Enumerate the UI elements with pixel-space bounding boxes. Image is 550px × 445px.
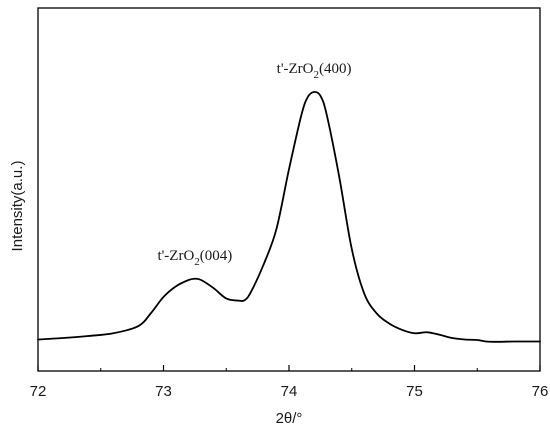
peak-label-004: t'-ZrO2(004) bbox=[157, 248, 232, 268]
x-tick-label: 73 bbox=[155, 383, 172, 400]
x-tick-label: 74 bbox=[281, 383, 298, 400]
x-tick-label: 72 bbox=[30, 383, 47, 400]
diffraction-curve bbox=[37, 91, 541, 343]
x-axis-ticks bbox=[37, 365, 541, 371]
peak-annotations: t'-ZrO2(400) t'-ZrO2(004) bbox=[157, 61, 351, 268]
x-axis-title: 2θ/° bbox=[276, 410, 303, 427]
x-tick-label: 75 bbox=[406, 383, 423, 400]
x-axis-tick-labels: 72 73 74 75 76 bbox=[30, 383, 549, 400]
x-tick-label: 76 bbox=[532, 383, 549, 400]
peak-label-400: t'-ZrO2(400) bbox=[277, 61, 352, 81]
y-axis-title: Intensity(a.u.) bbox=[9, 161, 26, 252]
